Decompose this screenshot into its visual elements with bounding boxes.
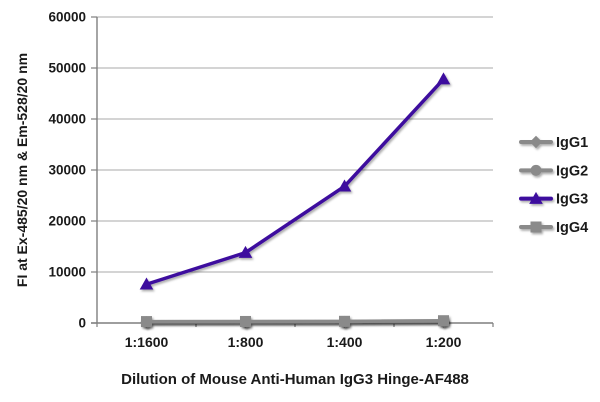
gridlines	[97, 16, 493, 324]
legend-item-IgG3: IgG3	[519, 191, 588, 208]
legend: IgG1 IgG2 IgG3 IgG4	[519, 135, 588, 236]
axes	[91, 16, 494, 327]
x-tick-label: 1:1600	[125, 334, 169, 350]
series-line-IgG3	[144, 77, 446, 286]
y-tick-label: 40000	[48, 112, 86, 127]
y-tick-label: 0	[78, 316, 86, 331]
legend-label-IgG4: IgG4	[556, 220, 588, 236]
legend-marker-IgG4	[530, 221, 542, 233]
x-tick-label: 1:200	[426, 334, 462, 350]
x-axis-tick-labels: 1:1600 1:800 1:400 1:200	[125, 334, 462, 350]
y-tick-label: 60000	[48, 10, 86, 25]
legend-swatch-IgG4	[519, 221, 553, 233]
y-tick-label: 30000	[48, 163, 86, 178]
legend-item-IgG4: IgG4	[519, 220, 588, 236]
x-tick-label: 1:400	[327, 334, 363, 350]
y-tick-label: 50000	[48, 61, 86, 76]
series-IgG3	[139, 72, 451, 290]
y-axis-tick-labels: 0 10000 20000 30000 40000 50000 60000	[48, 10, 86, 331]
y-axis-title: FI at Ex-485/20 nm & Em-528/20 nm	[14, 53, 30, 287]
series-IgG4	[141, 315, 449, 328]
marker-IgG3	[238, 245, 253, 258]
legend-swatch-IgG1	[519, 135, 553, 149]
legend-item-IgG2: IgG2	[519, 163, 588, 179]
legend-marker-IgG2	[530, 164, 542, 176]
marker-IgG4	[339, 315, 350, 327]
legend-marker-IgG1	[529, 135, 543, 149]
marker-IgG3	[337, 179, 352, 192]
legend-marker-IgG3	[529, 191, 543, 204]
legend-label-IgG2: IgG2	[556, 163, 588, 179]
legend-label-IgG3: IgG3	[556, 192, 588, 208]
marker-IgG3	[139, 277, 154, 290]
x-tick-label: 1:800	[228, 334, 264, 350]
x-axis-title: Dilution of Mouse Anti-Human IgG3 Hinge-…	[121, 371, 469, 388]
y-tick-label: 10000	[48, 265, 86, 280]
marker-IgG4	[141, 316, 152, 328]
legend-swatch-IgG3	[519, 191, 553, 204]
legend-label-IgG1: IgG1	[556, 135, 588, 151]
marker-IgG3	[436, 72, 451, 85]
series-lines	[139, 72, 451, 329]
legend-swatch-IgG2	[519, 164, 553, 176]
marker-IgG4	[240, 315, 251, 327]
series-line-IgG4	[144, 318, 446, 324]
y-tick-label: 20000	[48, 214, 86, 229]
legend-item-IgG1: IgG1	[519, 135, 588, 151]
marker-IgG4	[438, 315, 449, 327]
